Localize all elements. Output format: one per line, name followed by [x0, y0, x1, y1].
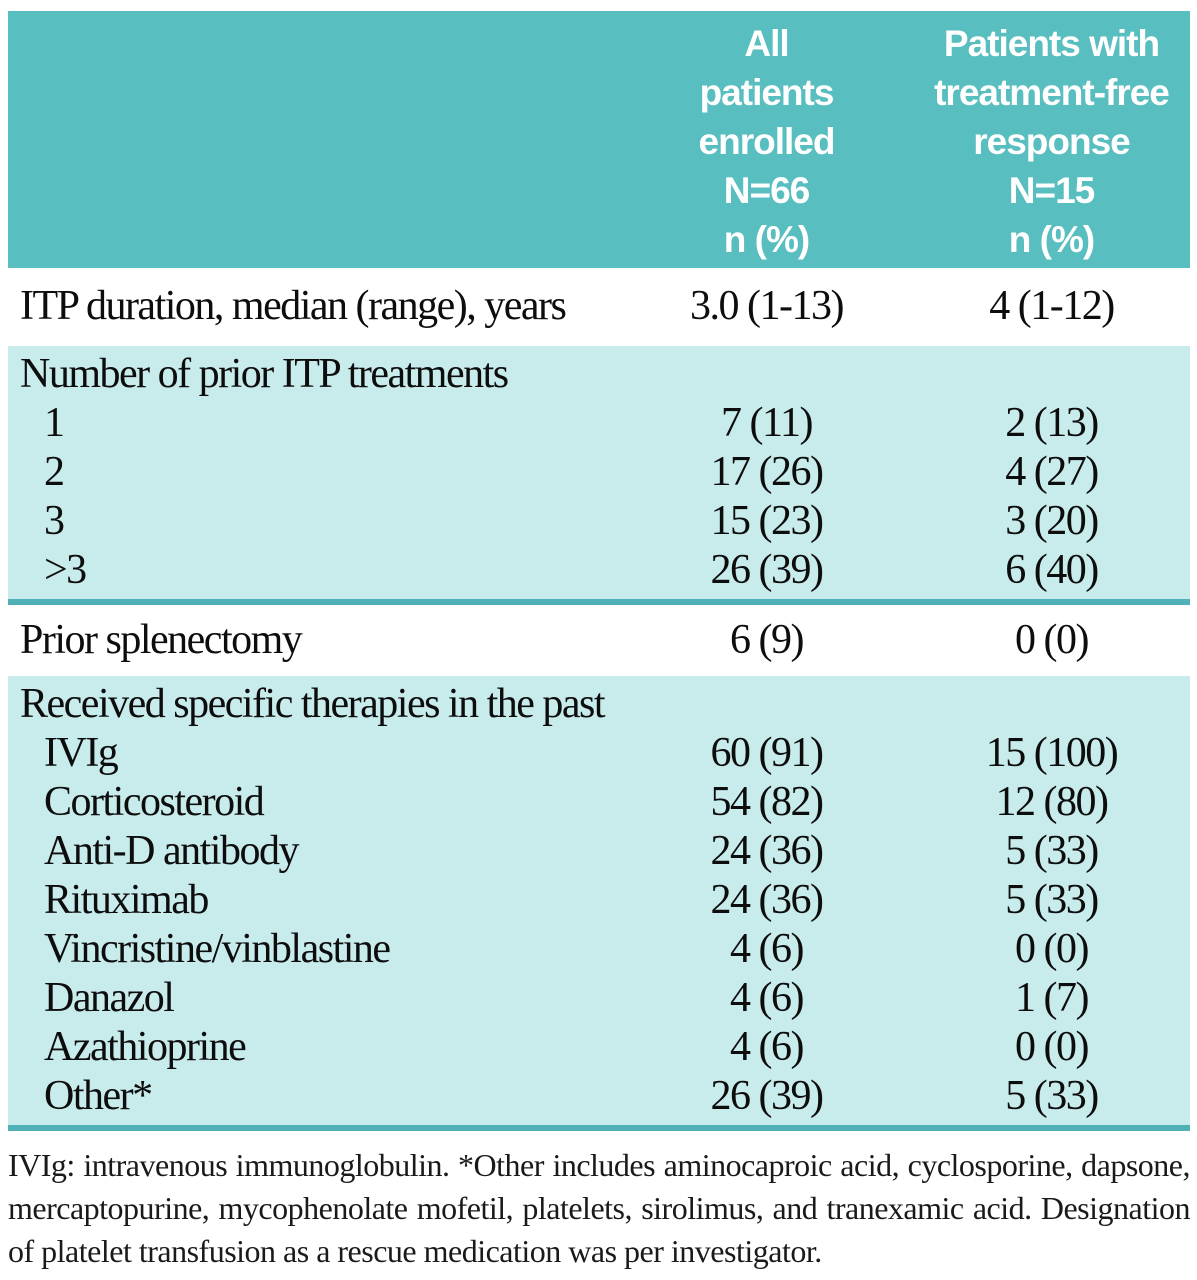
table-row: Rituximab 24 (36) 5 (33): [8, 876, 1190, 925]
value-all-patients: 26 (39): [710, 1073, 824, 1119]
value-all-patients: 4 (6): [730, 975, 804, 1021]
header-cell-all-patients: All patients enrolled N=66 n (%): [698, 23, 836, 260]
row-label: Anti-D antibody: [44, 828, 299, 874]
table-row: Anti-D antibody 24 (36) 5 (33): [8, 827, 1190, 876]
table-row: Danazol 4 (6) 1 (7): [8, 974, 1190, 1023]
table-row: 1 7 (11) 2 (13): [8, 399, 1190, 448]
value-treatment-free: 2 (13): [1005, 400, 1099, 446]
section-title: Number of prior ITP treatments: [20, 351, 509, 397]
table-row-prior-splenectomy: Prior splenectomy 6 (9) 0 (0): [8, 605, 1190, 676]
value-treatment-free: 12 (80): [995, 779, 1109, 825]
table-header-row: All patients enrolled N=66 n (%) Patient…: [8, 11, 1190, 268]
value-treatment-free: 0 (0): [1015, 617, 1089, 663]
value-treatment-free: 5 (33): [1005, 1073, 1099, 1119]
value-all-patients: 26 (39): [710, 547, 824, 593]
value-all-patients: 24 (36): [710, 828, 824, 874]
value-all-patients: 7 (11): [721, 400, 813, 446]
value-all-patients: 60 (91): [710, 730, 824, 776]
value-treatment-free: 1 (7): [1015, 975, 1089, 1021]
table-row: Vincristine/vinblastine 4 (6) 0 (0): [8, 925, 1190, 974]
table-row: 3 15 (23) 3 (20): [8, 497, 1190, 546]
table-row: Corticosteroid 54 (82) 12 (80): [8, 778, 1190, 827]
value-treatment-free: 5 (33): [1005, 828, 1099, 874]
row-label: Other*: [44, 1073, 153, 1119]
value-treatment-free: 4 (27): [1005, 449, 1099, 495]
row-label: 1: [44, 400, 65, 446]
row-label: ITP duration, median (range), years: [20, 283, 567, 329]
section-title: Received specific therapies in the past: [20, 681, 606, 727]
value-treatment-free: 4 (1-12): [989, 283, 1115, 329]
row-label: Danazol: [44, 975, 175, 1021]
row-label: Vincristine/vinblastine: [44, 926, 391, 972]
table-row-itp-duration: ITP duration, median (range), years 3.0 …: [8, 268, 1190, 346]
value-treatment-free: 0 (0): [1015, 926, 1089, 972]
value-all-patients: 54 (82): [710, 779, 824, 825]
header-cell-treatment-free: Patients with treatment-free response N=…: [934, 23, 1170, 260]
table-footnote: IVIg: intravenous immunoglobulin. *Other…: [8, 1147, 1191, 1269]
value-treatment-free: 5 (33): [1005, 877, 1099, 923]
section-specific-therapies: Received specific therapies in the past …: [8, 676, 1190, 1131]
value-treatment-free: 3 (20): [1005, 498, 1099, 544]
patient-characteristics-table: All patients enrolled N=66 n (%) Patient…: [8, 11, 1191, 1273]
value-all-patients: 24 (36): [710, 877, 824, 923]
table-row: 2 17 (26) 4 (27): [8, 448, 1190, 497]
row-label: Azathioprine: [44, 1024, 247, 1070]
value-all-patients: 15 (23): [710, 498, 824, 544]
table-row: >3 26 (39) 6 (40): [8, 546, 1190, 595]
row-label: Prior splenectomy: [20, 617, 303, 663]
section-prior-itp-treatments: Number of prior ITP treatments 1 7 (11) …: [8, 346, 1190, 605]
value-all-patients: 17 (26): [710, 449, 824, 495]
row-label: 2: [44, 449, 65, 495]
value-treatment-free: 6 (40): [1005, 547, 1099, 593]
row-label: Rituximab: [44, 877, 209, 923]
table-row: Other* 26 (39) 5 (33): [8, 1072, 1190, 1121]
value-all-patients: 4 (6): [730, 1024, 804, 1070]
value-treatment-free: 15 (100): [985, 730, 1119, 776]
row-label: IVIg: [44, 730, 119, 776]
row-label: >3: [44, 547, 87, 593]
value-all-patients: 6 (9): [730, 617, 804, 663]
value-all-patients: 3.0 (1-13): [690, 283, 844, 329]
value-treatment-free: 0 (0): [1015, 1024, 1089, 1070]
table-row: IVIg 60 (91) 15 (100): [8, 729, 1190, 778]
row-label: Corticosteroid: [44, 779, 265, 825]
table-row: Azathioprine 4 (6) 0 (0): [8, 1023, 1190, 1072]
header-cell-empty: [8, 19, 620, 268]
value-all-patients: 4 (6): [730, 926, 804, 972]
row-label: 3: [44, 498, 65, 544]
